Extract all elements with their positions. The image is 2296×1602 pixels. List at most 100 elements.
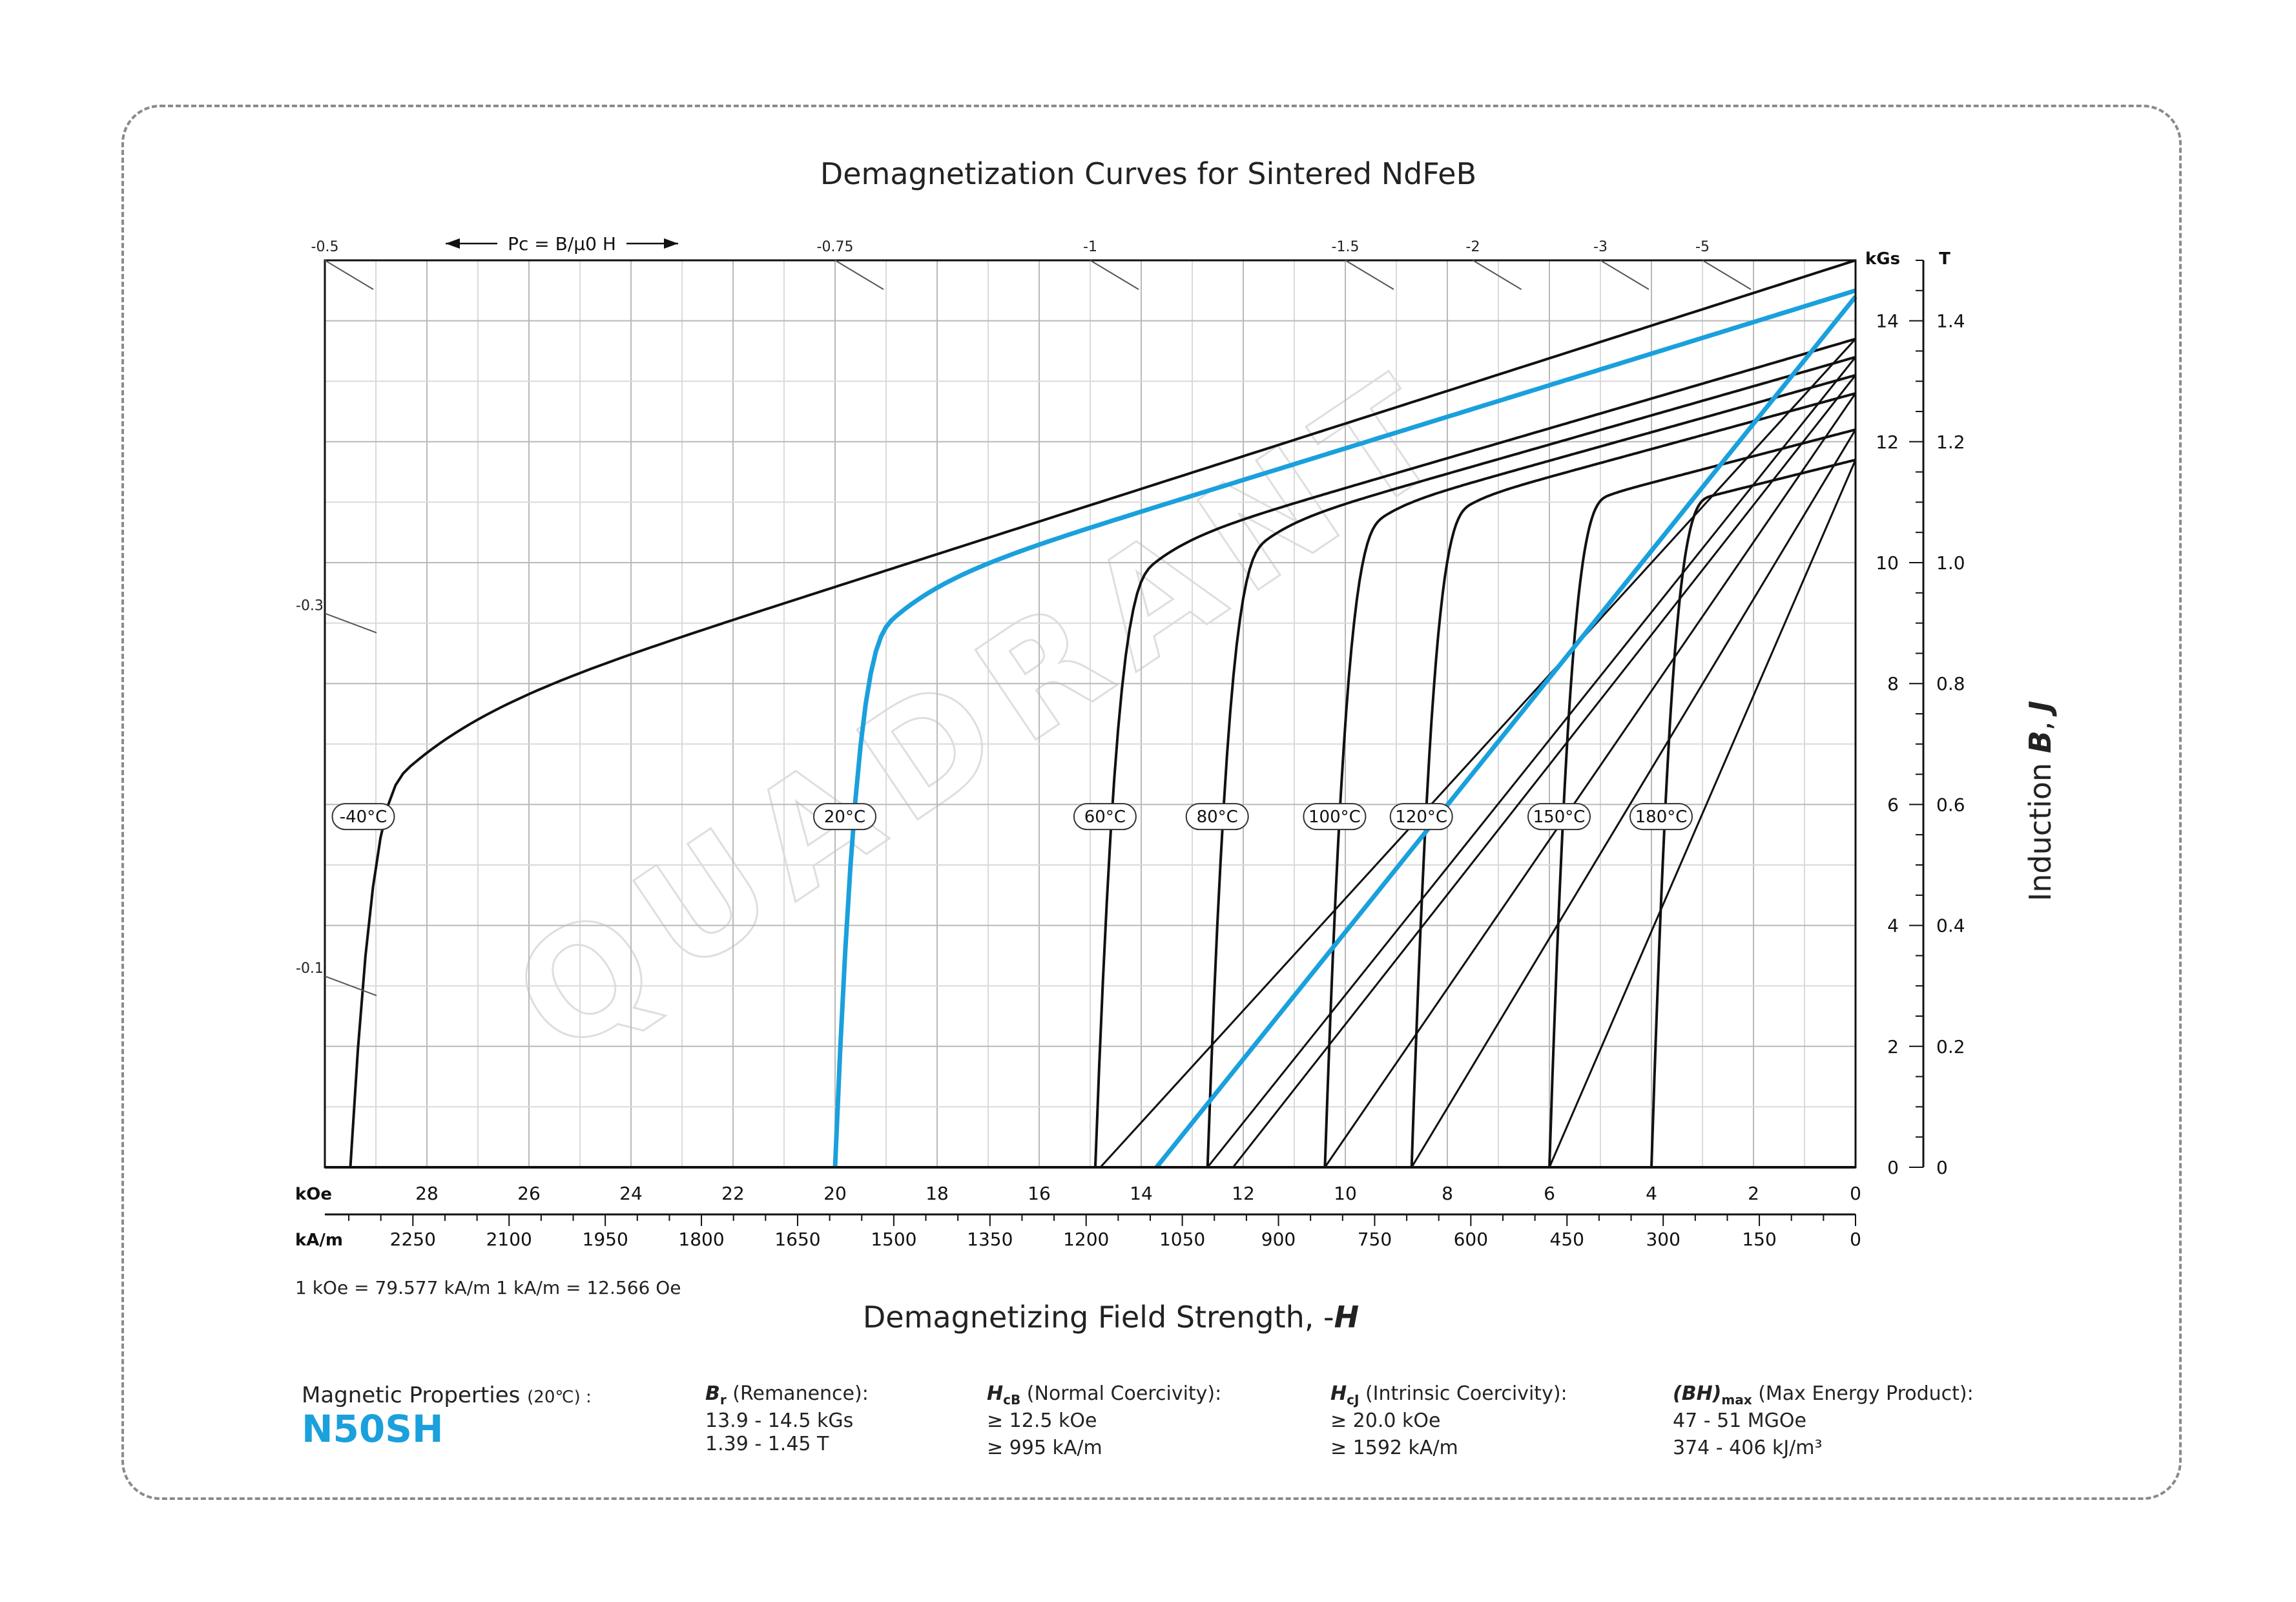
pc-arrow-left (446, 238, 460, 249)
b-line-120C (1324, 393, 1857, 1168)
chart-labels: -0.5 -0.75 -1 -1.5 -2 -3 -5 -0.3 -0.1 Pc = B/μ0 H… (295, 233, 1965, 1250)
hcj-value-2: ≥ 1592 kA/m (1330, 1437, 1458, 1459)
property-bhmax: (BH)max (Max Energy Product): 47 - 51 MG… (1673, 1382, 1974, 1462)
pc-tick-left (324, 975, 377, 997)
x-tick-koe: 12 (1232, 1183, 1255, 1204)
properties-heading-temp: (20℃) : (527, 1388, 592, 1407)
br-desc: (Remanence): (732, 1382, 869, 1405)
chart-axes (324, 259, 1925, 1226)
pc-top-label: -5 (1695, 239, 1710, 255)
properties-heading: Magnetic Properties (20℃) : (302, 1382, 592, 1408)
temp-label-20C: 20°C (813, 803, 876, 831)
y-unit-t: T (1939, 249, 1950, 269)
properties-heading-text: Magnetic Properties (302, 1382, 521, 1408)
bhmax-value-1: 47 - 51 MGOe (1673, 1410, 1806, 1432)
hcj-sub: cJ (1347, 1392, 1360, 1408)
y-tick-t: 1.4 (1936, 311, 1965, 332)
b-line-100C (1232, 374, 1857, 1168)
x-tick-koe: 10 (1334, 1183, 1357, 1204)
temp-label-text: 120°C (1395, 807, 1447, 827)
chart-curves (349, 259, 1857, 1169)
y-tick-kgs: 2 (1887, 1036, 1899, 1057)
x-tick-koe: 20 (823, 1183, 847, 1204)
y-tick-kgs: 8 (1887, 673, 1899, 694)
property-br: Br (Remanence): 13.9 - 14.5 kGs 1.39 - 1… (705, 1382, 869, 1458)
pc-header-bg (497, 233, 626, 255)
y-tick-t: 0.6 (1936, 794, 1965, 815)
j-curve-100C (1323, 373, 1856, 1168)
temp-badge (331, 803, 395, 831)
pc-arrow-right (664, 238, 678, 249)
x-tick-kam: 1650 (774, 1229, 820, 1250)
temp-badge (1073, 803, 1137, 831)
x-tick-koe: 16 (1028, 1183, 1051, 1204)
x-tick-kam: 150 (1742, 1229, 1776, 1250)
hcj-symbol: H (1330, 1382, 1347, 1405)
y-tick-t: 0 (1936, 1157, 1948, 1178)
hcb-symbol: H (987, 1382, 1004, 1405)
pc-top-label: -1.5 (1332, 239, 1360, 255)
temp-badge (813, 803, 876, 831)
y-tick-t: 0.2 (1936, 1036, 1965, 1057)
x-tick-kam: 900 (1261, 1229, 1296, 1250)
pc-tick (834, 260, 884, 290)
temp-label-text: 180°C (1635, 807, 1688, 827)
y-tick-t: 1.0 (1936, 552, 1965, 574)
y-tick-t: 0.8 (1936, 673, 1965, 694)
br-value-2: 1.39 - 1.45 T (705, 1433, 829, 1455)
pc-header: Pc = B/μ0 H (446, 233, 678, 255)
x-tick-koe: 14 (1130, 1183, 1153, 1204)
pc-top-label: -3 (1593, 239, 1608, 255)
x-tick-kam: 1950 (583, 1229, 628, 1250)
temp-label-text: 20°C (824, 807, 865, 827)
temp-label-150C: 150°C (1527, 803, 1591, 831)
hcj-value-1: ≥ 20.0 kOe (1330, 1410, 1441, 1432)
temp-label-180C: 180°C (1629, 803, 1693, 831)
b-line-180C (1548, 459, 1857, 1168)
x-tick-koe: 26 (517, 1183, 541, 1204)
x-tick-koe: 18 (926, 1183, 949, 1204)
x-tick-kam: 2250 (390, 1229, 436, 1250)
pc-tick (1702, 260, 1752, 290)
bhmax-value-2: 374 - 406 kJ/m³ (1673, 1437, 1823, 1459)
y-tick-t: 1.2 (1936, 432, 1965, 453)
temp-label-80C: 80°C (1185, 803, 1249, 831)
pc-top-label: -0.5 (311, 239, 339, 255)
x-tick-kam: 1500 (871, 1229, 916, 1250)
conversion-note: 1 kOe = 79.577 kA/m 1 kA/m = 12.566 Oe (295, 1277, 681, 1298)
x-tick-kam: 2100 (486, 1229, 532, 1250)
temp-label--40C: -40°C (331, 803, 395, 831)
pc-tick (1472, 260, 1522, 290)
pc-tick (1090, 260, 1139, 290)
chart-frame (121, 105, 2182, 1500)
y-tick-kgs: 0 (1887, 1157, 1899, 1178)
x-tick-kam: 0 (1850, 1229, 1861, 1250)
j-curve-60C (1093, 337, 1856, 1168)
x-tick-kam: 1200 (1063, 1229, 1109, 1250)
b-line-150C (1411, 429, 1857, 1168)
temp-label-text: 60°C (1084, 807, 1126, 827)
x-tick-kam: 1800 (678, 1229, 724, 1250)
x-axis-title: Demagnetizing Field Strength, -H (863, 1300, 1359, 1335)
pc-left-label: -0.3 (296, 598, 324, 614)
y-tick-t: 0.4 (1936, 915, 1965, 937)
j-curve-20C (833, 288, 1857, 1168)
temp-badge (1629, 803, 1693, 831)
pc-top-label: -1 (1083, 239, 1097, 255)
property-hcj: HcJ (Intrinsic Coercivity): ≥ 20.0 kOe ≥… (1330, 1382, 1567, 1462)
y-tick-kgs: 6 (1887, 794, 1899, 815)
temp-label-text: 80°C (1197, 807, 1238, 827)
temp-label-60C: 60°C (1073, 803, 1137, 831)
grade-name: N50SH (302, 1407, 444, 1451)
x-tick-kam: 450 (1550, 1229, 1584, 1250)
bhmax-sub: max (1721, 1392, 1752, 1408)
watermark-text: QUADRANT (485, 336, 1485, 1089)
temp-label-text: 100°C (1308, 807, 1361, 827)
b-line-80C (1206, 356, 1857, 1168)
property-hcb: HcB (Normal Coercivity): ≥ 12.5 kOe ≥ 99… (987, 1382, 1221, 1462)
x-tick-kam: 600 (1454, 1229, 1488, 1250)
pc-tick-left (324, 612, 377, 634)
x-tick-koe: 28 (415, 1183, 439, 1204)
temp-label-120C: 120°C (1389, 803, 1453, 831)
